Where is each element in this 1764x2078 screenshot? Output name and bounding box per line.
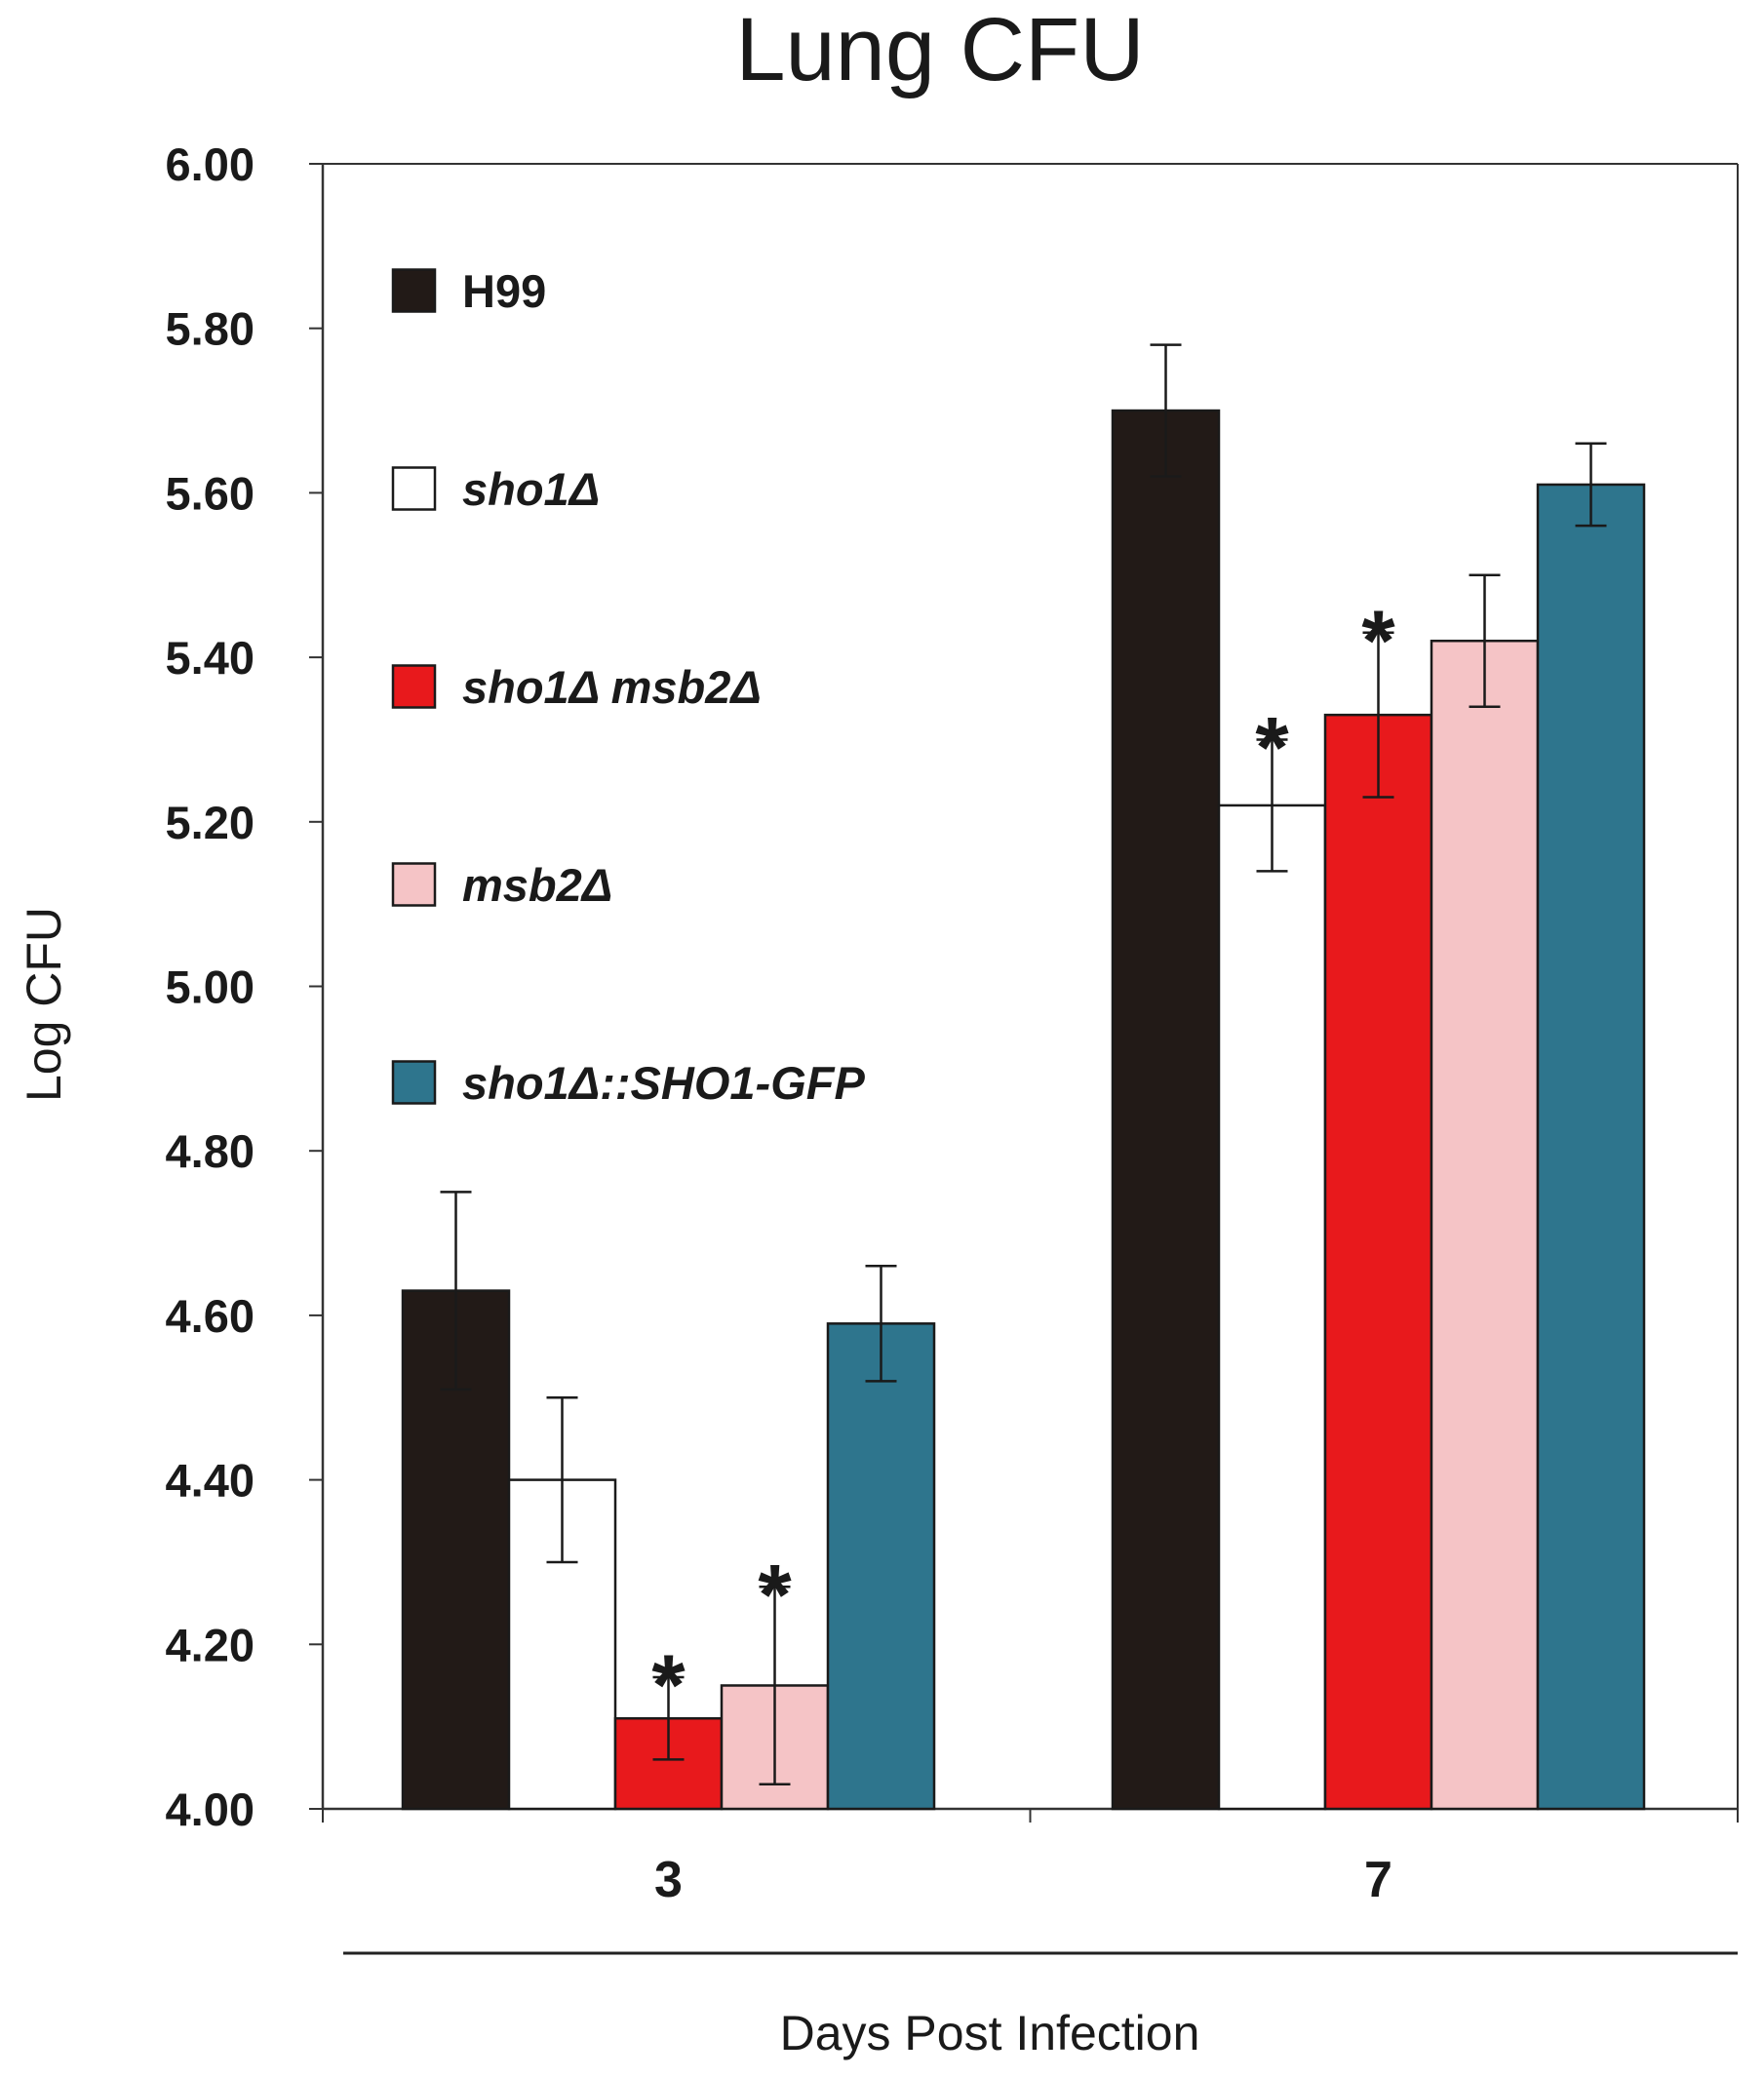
y-tick-label: 5.60: [166, 467, 255, 519]
y-tick-label: 5.80: [166, 303, 255, 355]
data-annotations: * * * *: [651, 592, 1395, 1733]
y-tick-label: 5.20: [166, 797, 255, 848]
significance-star: *: [651, 1636, 686, 1733]
legend-label: sho1Δ msb2Δ: [462, 661, 762, 713]
axes: 4.00 4.20 4.40 4.60 4.80 5.00 5.20 5.40 5.60 5.80…: [166, 138, 1739, 1955]
legend-swatch: [391, 862, 437, 907]
bar: [1111, 409, 1221, 1811]
y-tick-label: 4.20: [166, 1619, 255, 1670]
bar: [1217, 804, 1327, 1811]
x-category-label: 3: [654, 1852, 683, 1908]
bar: [1323, 713, 1433, 1811]
x-category-label: 7: [1364, 1852, 1392, 1908]
bar: [1536, 483, 1646, 1811]
error-bars: [440, 343, 1607, 1785]
significance-star: *: [1255, 698, 1289, 795]
bar: [1430, 639, 1540, 1811]
legend-label: sho1Δ: [462, 463, 600, 515]
chart-title: Lung CFU: [735, 0, 1144, 99]
y-axis-label: Log CFU: [17, 907, 71, 1102]
x-axis-label: Days Post Infection: [780, 2006, 1200, 2060]
bar: [826, 1322, 936, 1811]
y-tick-label: 4.60: [166, 1290, 255, 1342]
y-tick-label: 5.00: [166, 961, 255, 1013]
y-tick-label: 6.00: [166, 138, 255, 190]
y-tick-label: 5.40: [166, 632, 255, 684]
bars: [401, 409, 1646, 1811]
legend-label: sho1Δ::SHO1-GFP: [462, 1057, 865, 1109]
y-tick-label: 4.80: [166, 1125, 255, 1177]
legend-swatch: [391, 1060, 437, 1105]
legend-swatch: [391, 664, 437, 709]
significance-star: *: [758, 1546, 792, 1642]
y-tick-label: 4.00: [166, 1784, 255, 1835]
legend-swatch: [391, 268, 437, 313]
legend-swatch: [391, 466, 437, 511]
legend-label: msb2Δ: [462, 859, 612, 911]
legend-label: H99: [462, 265, 546, 317]
y-tick-label: 4.40: [166, 1455, 255, 1507]
significance-star: *: [1361, 592, 1395, 688]
